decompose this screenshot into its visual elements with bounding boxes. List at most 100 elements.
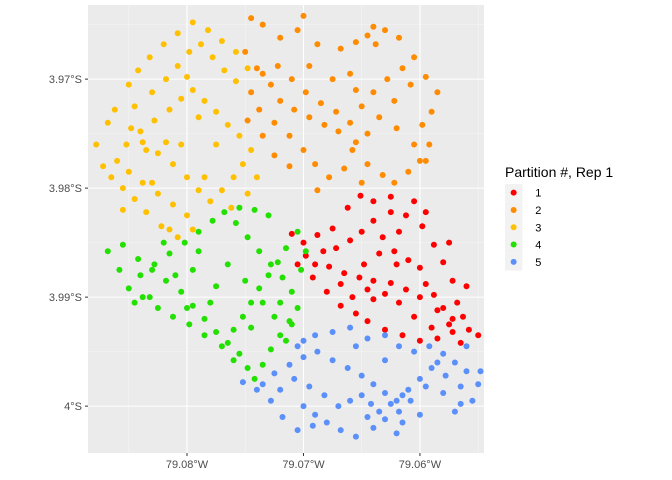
data-point-partition-2 [382,27,388,34]
data-point-partition-3 [174,30,181,37]
data-point-partition-4 [195,248,202,255]
data-point-partition-1 [382,290,388,297]
data-point-partition-4 [256,248,263,255]
legend-key-2 [510,206,517,213]
data-point-partition-3 [224,121,231,128]
data-point-partition-4 [221,209,228,216]
data-point-partition-2 [248,89,255,96]
data-point-partition-4 [135,256,142,262]
data-point-partition-2 [302,89,309,96]
data-point-partition-1 [396,228,402,235]
data-point-partition-4 [131,299,138,306]
data-point-partition-4 [248,324,255,331]
data-point-partition-3 [232,78,239,85]
data-point-partition-4 [119,241,126,248]
data-point-partition-1 [309,274,316,281]
legend: Partition #, Rep 1 1 2 3 4 5 [505,164,613,271]
data-point-partition-1 [364,286,371,293]
data-point-partition-4 [251,206,258,213]
data-point-partition-4 [166,250,173,257]
data-point-partition-2 [364,130,371,137]
data-point-partition-1 [288,230,295,237]
data-point-partition-1 [356,274,363,281]
data-point-partition-4 [230,357,237,364]
data-point-partition-2 [393,125,400,132]
data-point-partition-3 [139,179,146,186]
data-point-partition-2 [358,179,365,186]
data-point-partition-5 [312,332,319,339]
data-point-partition-3 [230,174,237,181]
data-point-partition-1 [403,286,409,293]
legend-key-5 [510,258,517,265]
data-point-partition-1 [358,228,365,235]
data-point-partition-4 [163,277,169,284]
data-point-partition-4 [154,305,161,311]
data-point-partition-4 [274,259,281,266]
data-point-partition-3 [228,204,235,211]
data-point-partition-4 [181,239,188,246]
data-point-partition-2 [314,187,321,194]
data-point-partition-1 [405,257,412,264]
data-point-partition-1 [370,217,377,224]
data-point-partition-2 [329,76,336,83]
data-point-partition-2 [364,161,371,168]
data-point-partition-3 [178,95,185,102]
data-point-partition-2 [399,65,406,72]
data-point-partition-3 [232,48,239,55]
data-point-partition-4 [146,294,153,301]
data-point-partition-5 [335,403,342,410]
data-point-partition-5 [370,381,377,388]
data-point-partition-4 [209,217,216,224]
y-axis: 3.97°S 3.98°S 3.99°S 4°S [49,74,88,413]
data-point-partition-3 [207,198,214,205]
data-point-partition-1 [370,198,377,205]
data-point-partition-1 [449,277,456,284]
data-point-partition-2 [341,165,348,172]
data-point-partition-5 [352,343,359,350]
data-point-partition-2 [256,106,263,113]
data-point-partition-1 [352,310,359,317]
data-point-partition-4 [232,220,239,226]
data-point-partition-1 [294,261,301,268]
data-point-partition-3 [93,141,100,148]
data-point-partition-5 [463,343,470,350]
data-point-partition-2 [335,128,342,135]
data-point-partition-3 [221,67,228,74]
data-point-partition-4 [104,248,111,255]
data-point-partition-3 [131,196,138,202]
data-point-partition-4 [244,365,251,371]
data-point-partition-3 [174,63,181,69]
data-point-partition-4 [294,305,301,311]
data-point-partition-1 [457,339,464,346]
data-point-partition-3 [125,168,132,175]
data-point-partition-1 [302,252,309,259]
data-point-partition-2 [286,163,293,170]
data-point-partition-4 [201,315,208,322]
data-point-partition-2 [352,139,359,146]
data-point-partition-5 [259,381,266,388]
data-point-partition-3 [125,81,132,88]
data-point-partition-5 [426,343,433,350]
data-point-partition-4 [256,285,263,292]
data-point-partition-5 [294,343,301,350]
data-point-partition-5 [279,414,286,420]
data-point-partition-5 [393,430,400,437]
data-point-partition-1 [329,225,336,232]
data-point-partition-4 [298,266,305,273]
data-point-partition-3 [186,48,193,55]
data-point-partition-5 [344,365,351,371]
legend-label-4: 4 [535,240,541,252]
data-point-partition-1 [300,239,307,246]
data-point-partition-2 [314,41,321,48]
data-point-partition-5 [469,397,476,404]
data-point-partition-5 [329,329,336,335]
data-point-partition-1 [416,264,423,271]
data-point-partition-1 [349,294,356,301]
data-point-partition-5 [352,433,359,440]
data-point-partition-2 [259,132,266,139]
data-point-partition-2 [426,141,433,148]
data-point-partition-1 [387,193,394,200]
data-point-partition-5 [368,400,374,407]
data-point-partition-4 [189,302,196,309]
data-point-partition-5 [477,368,484,375]
